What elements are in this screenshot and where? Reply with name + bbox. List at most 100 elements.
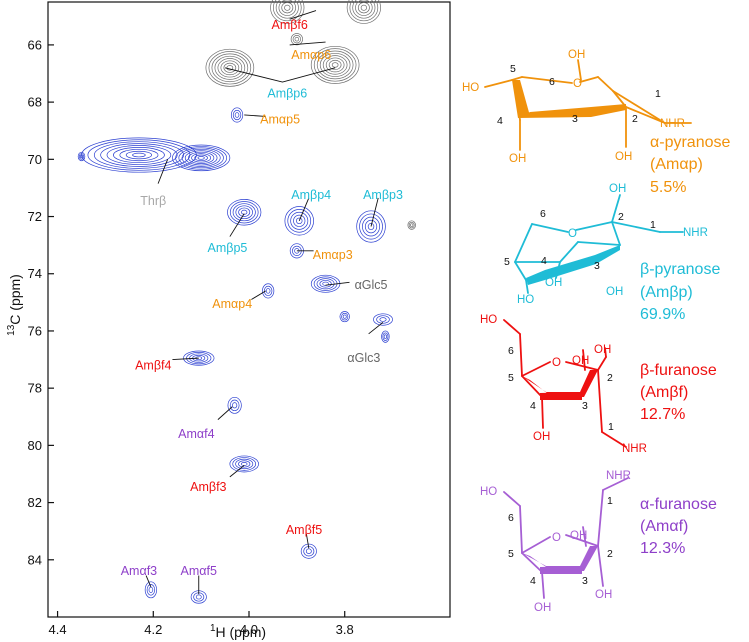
peak-contours — [77, 0, 416, 604]
bf-oh4: OH — [533, 431, 550, 443]
peak-21-contour-2 — [238, 460, 251, 468]
peak-19-contour-3 — [189, 353, 209, 363]
annotation-leader-11 — [368, 322, 384, 335]
peak-15 — [262, 283, 275, 299]
bf-num-5: 5 — [508, 372, 514, 384]
axis-ticks: 4.4 4.2 4.0 3.8 66 68 70 72 74 76 78 80 82 84 — [28, 37, 354, 637]
peak-19-contour-4 — [186, 352, 212, 365]
annotation-label-7: Amβp5 — [208, 241, 248, 255]
peak-18-contour-3 — [381, 330, 390, 343]
peak-21-contour-4 — [232, 457, 257, 471]
peak-19 — [183, 350, 215, 366]
af-num-6: 6 — [508, 512, 514, 524]
peak-4-contour-1 — [331, 62, 339, 68]
peak-23 — [144, 581, 157, 599]
peak-annotations: Amβf6 Amαp6 Amβp6 Amαp5 Thrβ Amβp4 Amβp3 Amβp5 A… — [121, 10, 403, 595]
ap-oh4: OH — [509, 153, 526, 165]
peak-9-contour-2 — [238, 207, 251, 217]
peak-11 — [356, 210, 386, 243]
x-tick-label-3: 3.8 — [336, 622, 354, 637]
bf-abbrev: (Amβf) — [640, 384, 688, 401]
annotation-label-17: Amαf5 — [181, 564, 217, 578]
bf-o: O — [552, 357, 561, 369]
peak-7-contour-1 — [197, 156, 205, 160]
bf-num-3: 3 — [582, 400, 588, 412]
ap-percent: 5.5% — [650, 179, 686, 196]
bf-percent: 12.7% — [640, 406, 685, 423]
peak-23-contour-1 — [148, 586, 154, 593]
ap-num-2: 2 — [632, 113, 638, 125]
annotation-leader-6 — [370, 197, 379, 227]
peak-0-contour-5 — [272, 0, 302, 22]
annotation-leader-14 — [229, 465, 245, 478]
peak-16-contour-1 — [342, 314, 347, 319]
peak-4-contour-5 — [319, 52, 351, 77]
peak-21-contour-1 — [240, 462, 248, 466]
peak-5-contour-2 — [232, 109, 242, 121]
annotation-leader-9 — [325, 281, 350, 286]
peak-10-contour-1 — [296, 217, 303, 225]
bf-oh-top2: OH — [594, 344, 611, 356]
annotation-label-16: Amαf3 — [121, 564, 157, 578]
peak-5-contour-1 — [234, 112, 240, 118]
annotation-label-2: Amβp6 — [267, 87, 307, 101]
peak-11-contour-4 — [359, 213, 383, 240]
peak-18-contour-1 — [383, 334, 388, 339]
peak-11-contour-5 — [356, 210, 386, 243]
peak-6-contour-1 — [132, 152, 146, 158]
peak-6-contour-8 — [87, 139, 191, 171]
bf-nhr: NHR — [622, 443, 647, 455]
bp-name: β-pyranose — [640, 261, 720, 278]
peak-4-contour-8 — [310, 45, 360, 84]
peak-0-contour-6 — [270, 0, 305, 24]
peak-7-contour-5 — [184, 150, 218, 166]
peak-4-contour-3 — [325, 57, 345, 73]
peak-17-contour-2 — [376, 315, 390, 324]
bf-num-1: 1 — [608, 421, 614, 433]
y-tick-label-5: 76 — [28, 323, 42, 338]
bf-num-4: 4 — [530, 400, 536, 412]
ap-num-4: 4 — [497, 115, 503, 127]
annotation-label-15: Amβf5 — [286, 523, 322, 537]
af-num-4: 4 — [530, 575, 536, 587]
annotation-label-13: Amαf4 — [178, 427, 214, 441]
x-tick-label-0: 4.4 — [49, 622, 67, 637]
peak-0-contour-3 — [278, 0, 297, 16]
peak-7-contour-7 — [178, 147, 224, 169]
peak-17 — [373, 313, 393, 326]
structure-alpha-furanose: HO NHR O OH OH OH 6 1 5 2 4 3 α-furanose… — [480, 470, 717, 614]
bp-num-5: 5 — [504, 256, 510, 268]
peak-18 — [381, 330, 390, 343]
peak-7 — [172, 144, 231, 172]
af-num-3: 3 — [582, 575, 588, 587]
structure-alpha-pyranose: HO O OH OH OH NHR 5 6 1 4 3 2 α-pyranose… — [462, 49, 731, 196]
peak-9-contour-5 — [229, 201, 259, 224]
annotation-leader-16 — [145, 575, 152, 588]
peak-21-contour-3 — [235, 458, 254, 470]
bp-oh4: OH — [545, 277, 562, 289]
peak-4 — [310, 45, 360, 84]
peak-1-contour-1 — [360, 4, 367, 11]
peak-21 — [229, 455, 259, 473]
annotation-label-9: αGlc5 — [355, 278, 388, 292]
annotation-label-6: Amβp3 — [363, 188, 403, 202]
af-o: O — [552, 532, 561, 544]
bf-oh-top: OH — [572, 355, 589, 367]
y-tick-label-7: 80 — [28, 438, 42, 453]
peak-11-contour-1 — [367, 223, 375, 231]
peak-20 — [227, 396, 242, 414]
y-tick-label-4: 74 — [28, 266, 42, 281]
peak-22-contour-1 — [305, 548, 312, 554]
peak-8-contour-1 — [80, 154, 83, 159]
peak-9-contour-4 — [232, 203, 256, 222]
peak-6-contour-5 — [106, 145, 172, 165]
peak-15-contour-3 — [262, 283, 275, 299]
peak-7-contour-3 — [191, 153, 212, 163]
peak-3-contour-7 — [208, 51, 252, 85]
bp-num-3: 3 — [594, 260, 600, 272]
peak-1-contour-6 — [346, 0, 381, 24]
peak-0-contour-4 — [275, 0, 299, 19]
peak-16 — [339, 311, 350, 323]
y-axis-title: 13C (ppm) — [6, 274, 23, 336]
peak-10-contour-3 — [290, 211, 309, 230]
